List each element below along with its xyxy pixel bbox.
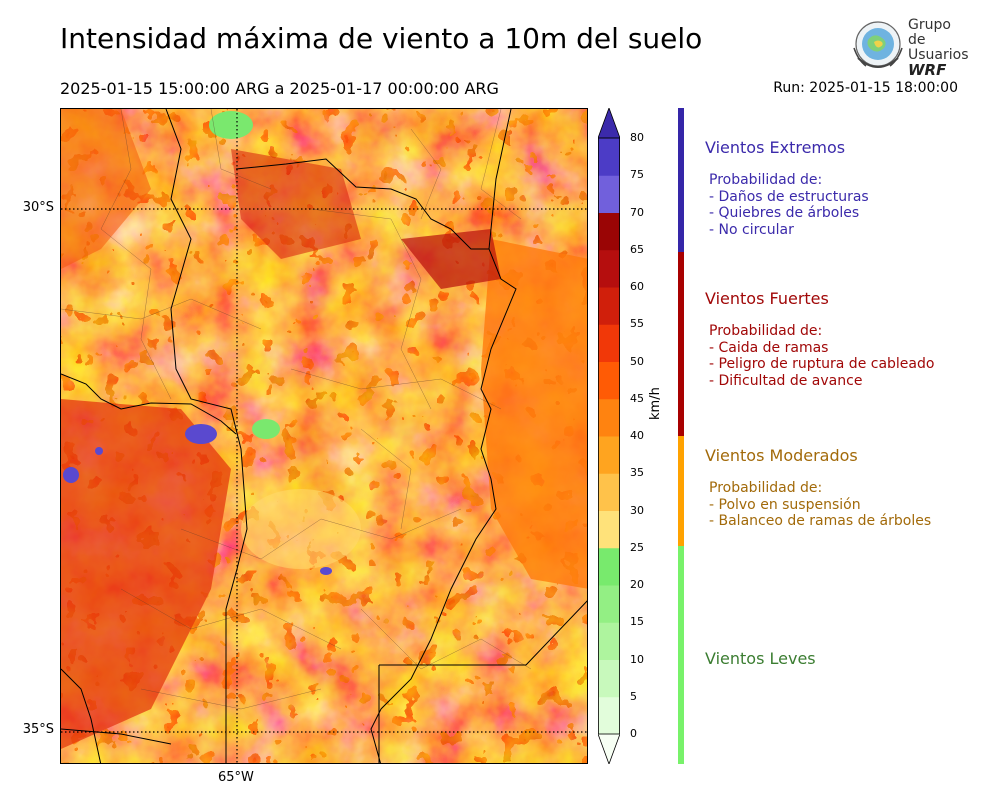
cat-moderate-bar	[678, 436, 684, 546]
colorbar-segment	[598, 510, 620, 549]
logo-line-2: Usuarios	[908, 47, 969, 63]
colorbar-outline	[598, 137, 620, 735]
colorbar-segment	[598, 138, 620, 176]
colorbar-segment	[598, 398, 620, 437]
wind-speed-colorbar	[598, 108, 620, 764]
map-title: Intensidad máxima de viento a 10m del su…	[60, 22, 703, 55]
colorbar-tick-label: 40	[630, 429, 644, 442]
lat-label-35s: 35°S	[22, 722, 54, 737]
colorbar-tick-label: 50	[630, 354, 644, 368]
colorbar-tick-label: 5	[630, 689, 637, 703]
cat-strong-desc: Probabilidad de: - Caida de ramas - Peli…	[709, 323, 934, 389]
colorbar-segment	[598, 659, 620, 698]
cat-extreme-title: Vientos Extremos	[705, 138, 846, 157]
colorbar-tick-label: 65	[630, 242, 644, 256]
colorbar-tick-label: 35	[630, 466, 644, 480]
colorbar-segment	[598, 175, 620, 213]
colorbar-segment	[598, 212, 620, 251]
cat-strong-line: - Peligro de ruptura de cableado	[709, 356, 935, 372]
colorbar-segment	[598, 249, 620, 288]
cat-extreme-desc: Probabilidad de: - Daños de estructuras …	[709, 172, 869, 238]
cat-extreme-bar	[678, 108, 684, 252]
cat-extreme-line: - Quiebres de árboles	[709, 205, 860, 221]
graticule	[61, 109, 587, 763]
colorbar-underflow	[598, 733, 620, 764]
colorbar-tick-label: 55	[630, 317, 644, 331]
globe-emblem-icon	[853, 21, 903, 68]
cat-strong-line: - Caida de ramas	[709, 339, 829, 356]
cat-light-bar	[678, 546, 684, 764]
cat-light-title: Vientos Leves	[705, 649, 816, 668]
colorbar-segments	[598, 108, 620, 764]
cat-moderate-line: - Balanceo de ramas de árboles	[709, 513, 932, 529]
lat-label-30s: 30°S	[22, 200, 54, 215]
colorbar-overflow	[598, 108, 620, 139]
colorbar-tick-label: 45	[630, 391, 644, 405]
logo-line-3: WRF	[908, 61, 947, 79]
colorbar-segment	[598, 622, 620, 660]
west-strong-region	[61, 109, 501, 749]
colorbar-tick-label: 25	[630, 540, 644, 554]
colorbar-segment	[598, 436, 620, 474]
cat-extreme-line: Probabilidad de:	[709, 172, 823, 188]
cat-moderate-line: - Polvo en suspensión	[709, 496, 861, 513]
east-moderate-region	[481, 239, 587, 589]
colorbar-segment	[598, 361, 620, 400]
colorbar-unit: km/h	[648, 387, 663, 420]
colorbar-tick-label: 60	[630, 280, 644, 293]
cat-strong-line: Probabilidad de:	[709, 323, 823, 339]
colorbar-segment	[598, 696, 620, 735]
extreme-wind-patches	[63, 424, 332, 575]
cat-strong-bar	[678, 252, 684, 436]
colorbar-tick-label: 30	[630, 503, 644, 517]
run-time: Run: 2025-01-15 18:00:00	[773, 80, 958, 96]
colorbar-tick-label: 70	[630, 205, 644, 219]
colorbar-tick-label: 20	[630, 578, 644, 591]
colorbar-tick-label: 80	[630, 131, 644, 144]
cat-strong-line: - Dificultad de avance	[709, 372, 863, 389]
colorbar-segment	[598, 585, 620, 623]
cat-strong-title: Vientos Fuertes	[705, 289, 829, 308]
wind-map	[60, 108, 588, 764]
lon-label-65w: 65°W	[218, 770, 254, 785]
colorbar-segment	[598, 547, 620, 586]
department-borders	[61, 109, 532, 710]
colorbar-segment	[598, 473, 620, 511]
colorbar-tick-label: 15	[630, 615, 644, 629]
colorbar-tick-label: 75	[630, 168, 644, 182]
cat-moderate-title: Vientos Moderados	[705, 446, 858, 465]
forecast-period: 2025-01-15 15:00:00 ARG a 2025-01-17 00:…	[60, 79, 499, 98]
colorbar-segment	[598, 287, 620, 325]
light-wind-patches	[209, 111, 361, 569]
colorbar-tick-label: 10	[630, 652, 644, 666]
cat-extreme-line: - Daños de estructuras	[709, 188, 869, 205]
logo-line-1: Grupo de	[908, 17, 951, 48]
cat-moderate-desc: Probabilidad de: - Polvo en suspensión -…	[709, 480, 931, 530]
colorbar-tick-label: 0	[630, 727, 637, 740]
colorbar-segment	[598, 324, 620, 362]
cat-moderate-line: Probabilidad de:	[709, 480, 823, 496]
grupo-usuarios-wrf-logo: Grupo de Usuarios WRF	[850, 17, 970, 78]
cat-extreme-line: - No circular	[709, 221, 794, 238]
